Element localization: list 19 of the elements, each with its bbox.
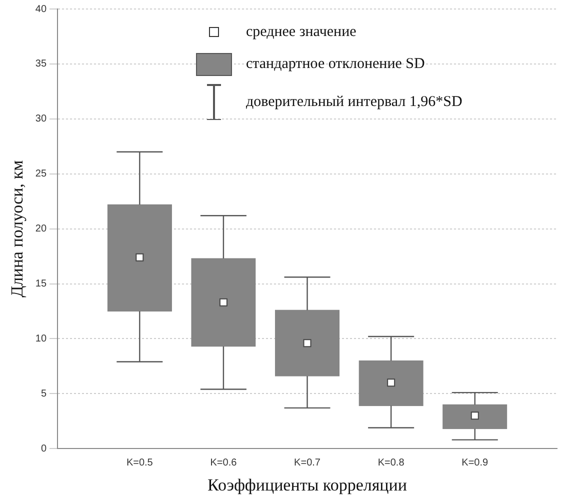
y-tick-label: 0	[40, 443, 47, 454]
annotation: стандартное отклонение SD	[246, 56, 425, 72]
x-tick-label: K=0.9	[462, 457, 489, 468]
x-tick-label: K=0.6	[210, 457, 238, 468]
y-tick-label: 10	[35, 333, 47, 344]
y-tick-label: 30	[35, 114, 47, 125]
annotation: среднее значение	[246, 24, 356, 40]
y-axis-title: Длина полуоси, км	[8, 160, 27, 298]
y-tick-label: 35	[35, 58, 47, 70]
x-tick-label: K=0.7	[294, 457, 321, 468]
y-tick-label: 40	[35, 4, 47, 15]
y-tick-label: 5	[40, 388, 47, 400]
x-tick-label: K=0.5	[126, 457, 154, 468]
y-tick-label: 20	[35, 224, 47, 235]
x-axis-title: Коэффициенты корреляции	[208, 475, 407, 494]
y-tick-label: 25	[35, 168, 47, 180]
annotation: доверительный интервал 1,96*SD	[246, 94, 462, 110]
y-tick-label: 15	[35, 278, 47, 290]
x-tick-label: K=0.8	[378, 457, 405, 468]
